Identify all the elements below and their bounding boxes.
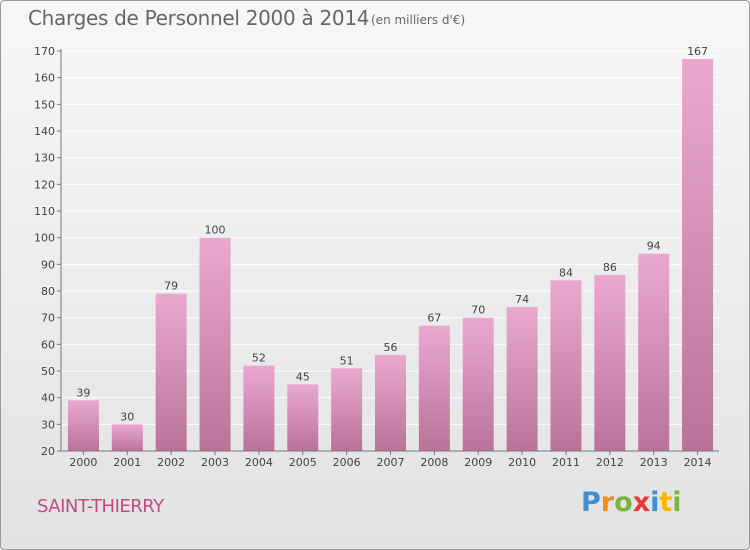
x-tick-label: 2014 (684, 456, 712, 469)
bar (67, 400, 99, 451)
x-tick-label: 2008 (420, 456, 448, 469)
data-label: 30 (120, 410, 134, 423)
bar (287, 384, 319, 451)
y-tick-label: 60 (41, 338, 55, 351)
logo-letter: P (581, 487, 601, 518)
x-tick-label: 2011 (552, 456, 580, 469)
data-label: 56 (384, 341, 398, 354)
y-tick-label: 150 (34, 98, 55, 111)
bar (111, 424, 143, 451)
bar (418, 325, 450, 451)
y-tick-label: 40 (41, 392, 55, 405)
x-tick-label: 2000 (69, 456, 97, 469)
chart-subtitle: (en milliers d'€) (371, 13, 466, 27)
bars (67, 59, 714, 451)
y-tick-label: 80 (41, 285, 55, 298)
bar (199, 237, 231, 451)
axes: 20 30 40 50 60 70 80 90 100 110 120 130 140 150 160 170 (34, 45, 719, 458)
logo-letter: r (600, 487, 615, 518)
y-tick-label: 100 (34, 232, 55, 245)
data-label: 74 (515, 293, 529, 306)
logo-letter: x (632, 487, 651, 518)
data-label: 70 (471, 304, 485, 317)
x-tick-label: 2003 (201, 456, 229, 469)
data-label: 67 (427, 312, 441, 325)
bar (638, 253, 670, 451)
data-label: 100 (205, 224, 226, 237)
y-tick-label: 160 (34, 72, 55, 85)
data-label: 52 (252, 352, 266, 365)
y-tick-label: 170 (34, 45, 55, 58)
y-tick-label: 30 (41, 418, 55, 431)
bar (550, 280, 582, 451)
y-tick-label: 20 (41, 445, 55, 458)
x-tick-label: 2009 (464, 456, 492, 469)
data-label: 79 (164, 280, 178, 293)
x-tick-label: 2012 (596, 456, 624, 469)
bar (375, 355, 406, 451)
data-label: 94 (647, 240, 661, 253)
x-tick-label: 2004 (245, 456, 273, 469)
data-label: 167 (687, 45, 708, 58)
bar (462, 317, 494, 451)
x-tick-label: 2007 (377, 456, 405, 469)
bar (594, 275, 626, 451)
logo-letter: o (614, 487, 633, 518)
x-tick-label: 2005 (289, 456, 317, 469)
bar (331, 368, 363, 451)
logo-letter: i (650, 487, 660, 518)
place-name: SAINT-THIERRY (37, 496, 164, 517)
y-tick-label: 50 (41, 365, 55, 378)
y-tick-label: 120 (34, 178, 55, 191)
logo-letter: t (659, 487, 673, 518)
data-label: 39 (76, 386, 90, 399)
bar (155, 293, 187, 451)
data-label: 45 (296, 370, 310, 383)
y-tick-label: 130 (34, 152, 55, 165)
x-tick-label: 2001 (113, 456, 141, 469)
logo-letter: i (672, 487, 682, 518)
x-tick-label: 2002 (157, 456, 185, 469)
bar (243, 365, 275, 451)
data-label: 86 (603, 261, 617, 274)
data-label: 51 (340, 354, 354, 367)
y-tick-label: 90 (41, 258, 55, 271)
proxiti-logo[interactable]: Proxiti (581, 487, 682, 518)
data-label: 84 (559, 266, 573, 279)
y-tick-label: 110 (34, 205, 55, 218)
bar (682, 59, 714, 451)
x-tick-label: 2013 (640, 456, 668, 469)
y-tick-label: 70 (41, 312, 55, 325)
x-tick-label: 2006 (333, 456, 361, 469)
x-tick-label: 2010 (508, 456, 536, 469)
bar (506, 307, 538, 451)
chart-title: Charges de Personnel 2000 à 2014 (28, 6, 370, 30)
y-tick-label: 140 (34, 125, 55, 138)
labels: 39 2000 30 2001 79 2002 100 2003 52 2004 45 2005 51 2… (69, 45, 711, 469)
